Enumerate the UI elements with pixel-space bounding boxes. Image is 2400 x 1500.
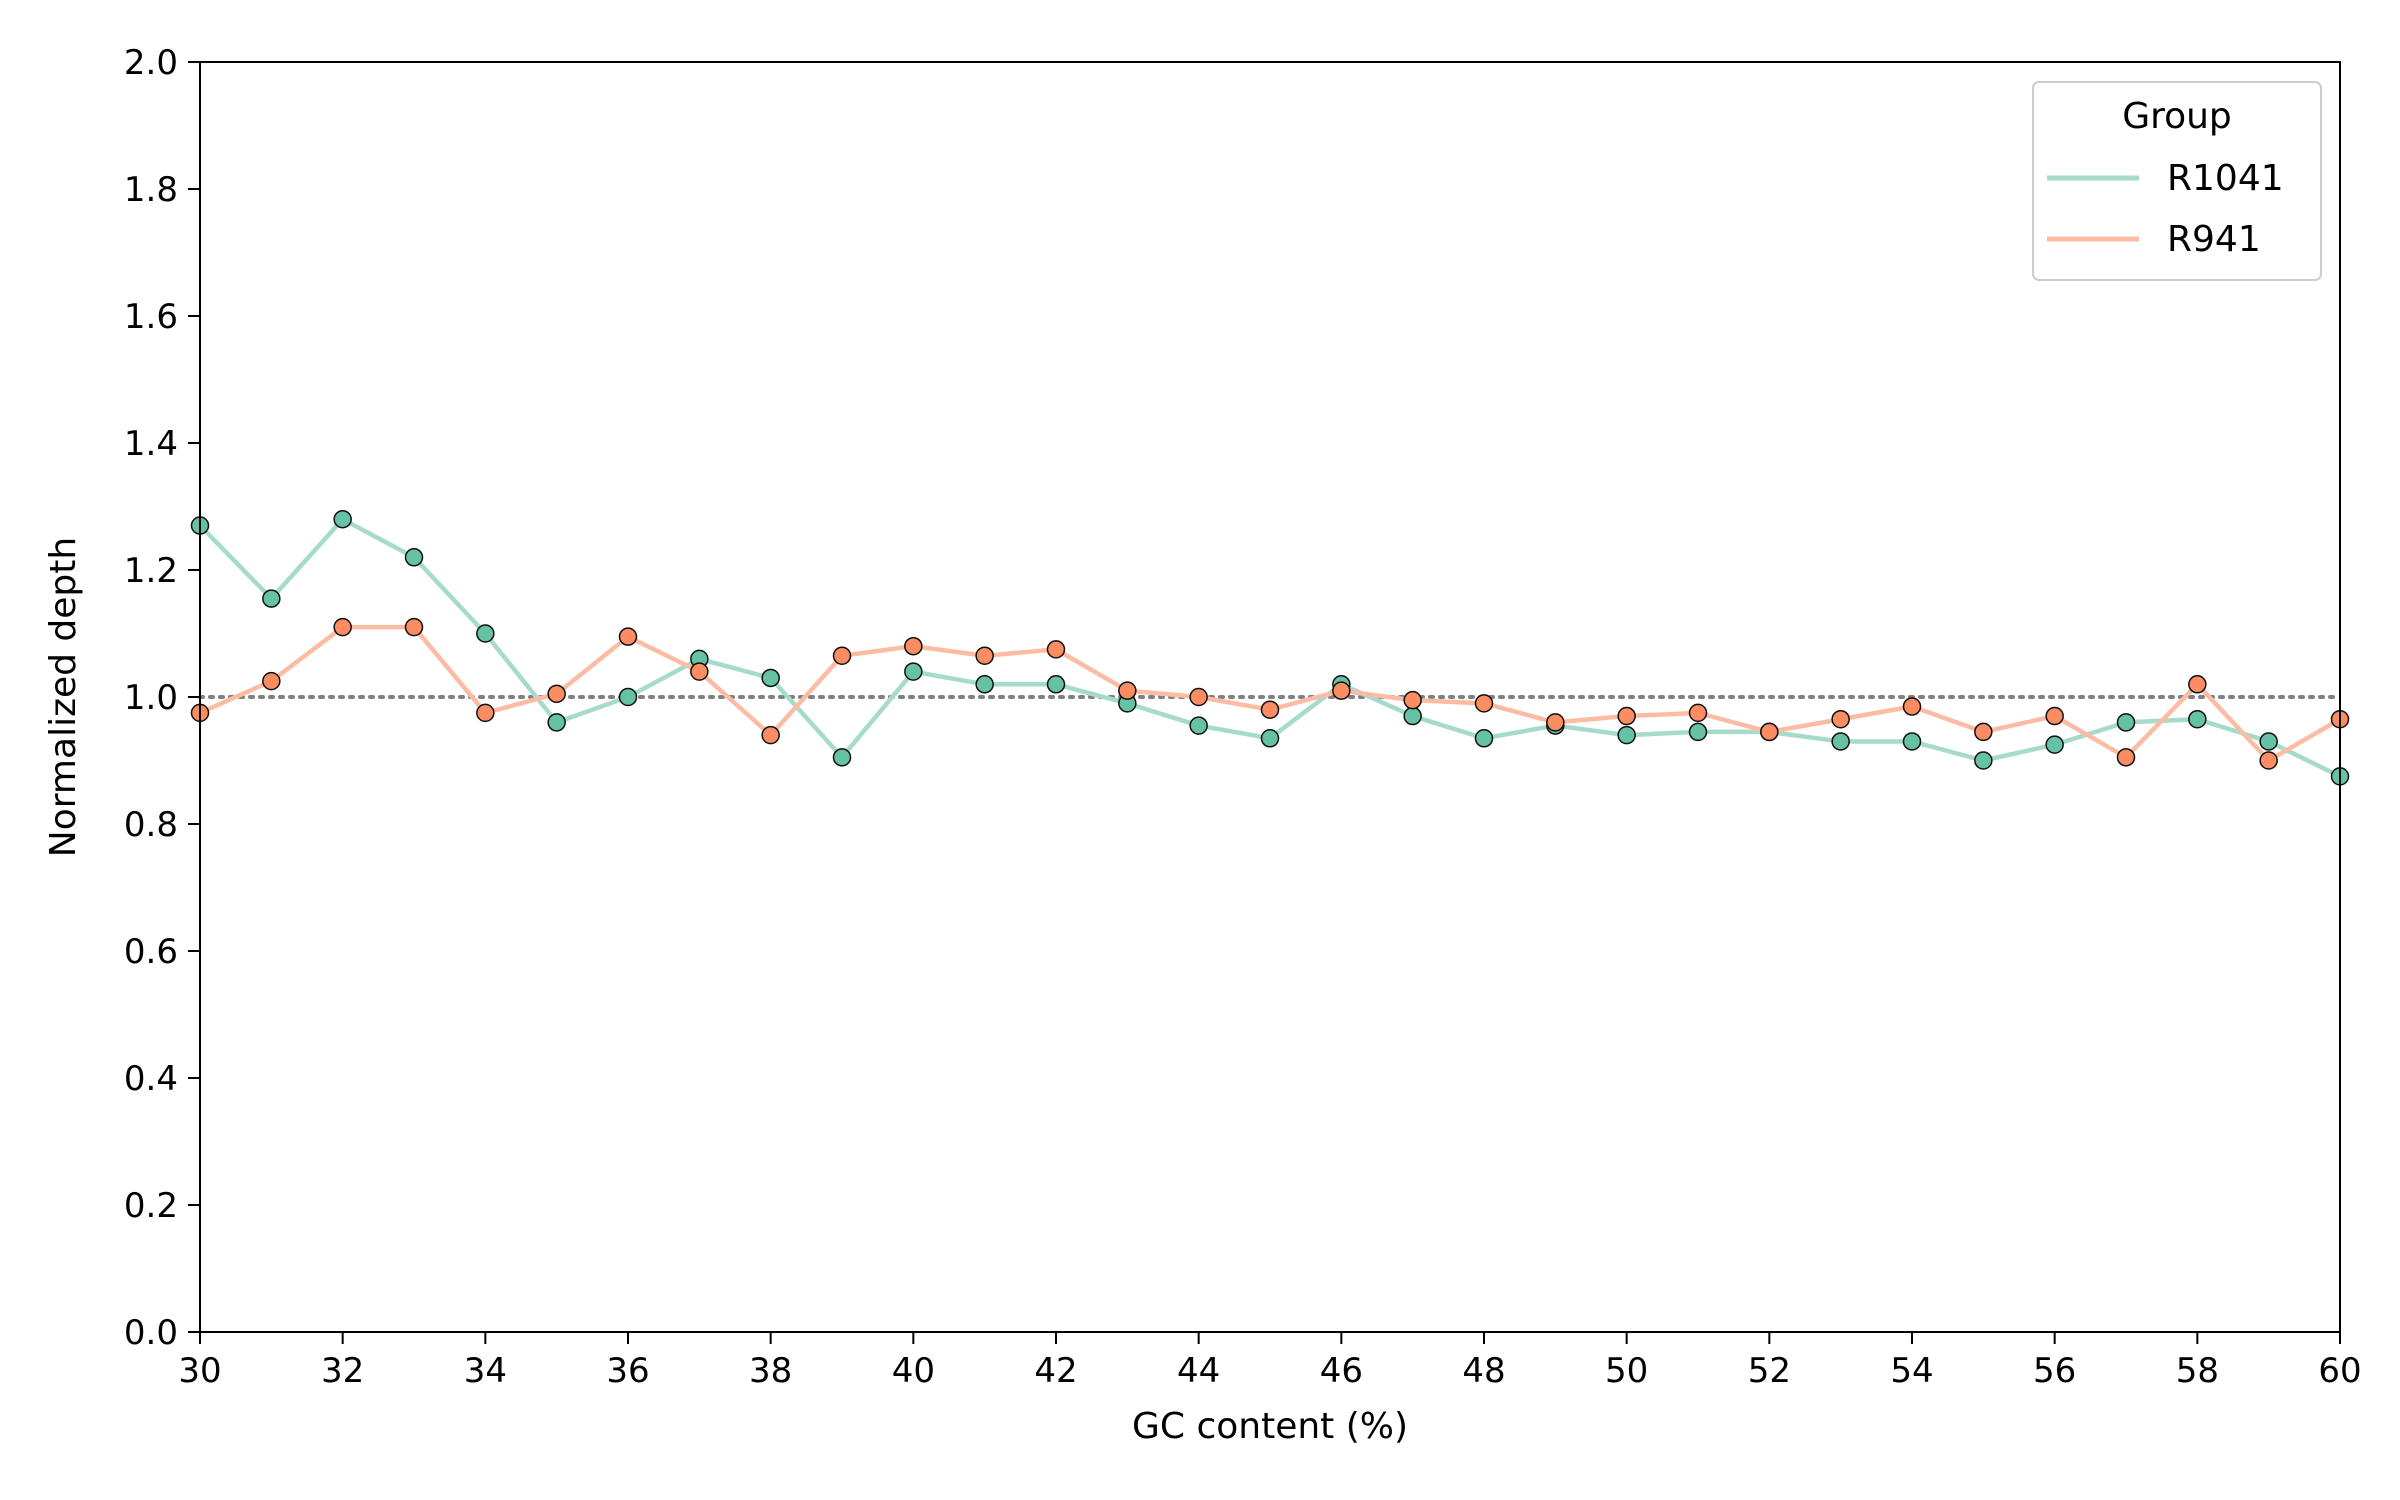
data-point-r941 [2259,751,2278,770]
x-tick-label: 32 [321,1351,364,1391]
data-point-r1041 [761,668,780,688]
data-point-r1041 [333,509,352,529]
data-point-r1041 [832,748,852,767]
data-point-r941 [333,617,352,637]
data-point-r941 [2116,748,2136,767]
data-point-r1041 [2045,735,2064,754]
data-point-r1041 [1189,716,1208,735]
y-tick-label: 0.8 [124,805,178,845]
data-point-r941 [1617,706,1636,726]
data-point-r941 [975,646,994,665]
y-tick-label: 1.8 [124,170,178,210]
x-tick-label: 44 [1177,1351,1220,1391]
data-point-r941 [1974,722,1993,742]
x-tick-label: 52 [1748,1351,1791,1391]
data-point-r941 [2188,675,2207,694]
data-point-r941 [404,617,424,637]
y-tick-label: 0.0 [124,1313,178,1353]
data-point-r1041 [1617,725,1636,745]
data-point-r941 [1046,640,1066,659]
data-point-r941 [618,627,638,646]
series-layer [190,509,2350,786]
data-point-r941 [1902,697,1922,716]
x-tick-label: 54 [1890,1351,1933,1391]
x-tick-label: 34 [464,1351,507,1391]
y-tick-label: 1.4 [124,424,178,464]
data-point-r1041 [1902,732,1922,751]
x-tick-label: 46 [1320,1351,1363,1391]
data-point-r941 [1189,687,1208,707]
data-point-r1041 [1260,729,1280,748]
x-tick-label: 48 [1462,1351,1505,1391]
data-point-r941 [690,662,709,681]
y-tick-label: 0.6 [124,932,178,972]
y-tick-label: 1.6 [124,297,178,337]
data-point-r941 [547,684,566,704]
data-point-r1041 [1474,729,1494,748]
y-tick-label: 2.0 [124,43,178,83]
y-tick-label: 1.2 [124,551,178,591]
data-point-r1041 [1046,675,1066,694]
data-point-r1041 [1403,706,1422,726]
data-point-r941 [761,725,780,745]
data-point-r941 [2045,706,2064,726]
data-point-r941 [904,636,923,656]
x-tick-label: 36 [606,1351,649,1391]
y-tick-label: 1.0 [124,678,178,718]
data-point-r941 [1260,700,1280,719]
data-point-r941 [1831,709,1850,729]
x-axis-label: GC content (%) [1132,1406,1408,1447]
data-point-r941 [1332,681,1351,700]
y-tick-label: 0.2 [124,1186,178,1226]
data-point-r941 [476,703,495,723]
data-point-r1041 [1974,751,1993,770]
x-tick-label: 30 [178,1351,221,1391]
data-point-r1041 [2259,732,2278,751]
data-point-r941 [1474,694,1494,713]
data-point-r1041 [618,687,638,707]
data-point-r1041 [975,675,994,694]
x-tick-label: 40 [892,1351,935,1391]
x-tick-label: 38 [749,1351,792,1391]
data-point-r941 [1403,690,1422,710]
legend: Group R1041 R941 [2032,81,2322,281]
data-point-r941 [1118,681,1137,700]
data-point-r1041 [904,662,923,681]
data-point-r941 [262,671,281,691]
data-point-r941 [1546,713,1565,732]
data-point-r1041 [404,548,424,567]
data-point-r941 [1688,703,1708,723]
legend-title: Group [2122,96,2232,137]
legend-label-r941: R941 [2167,219,2261,260]
x-tick-label: 42 [1034,1351,1077,1391]
data-point-r1041 [2188,709,2207,729]
data-point-r1041 [2116,713,2136,732]
x-tick-label: 58 [2176,1351,2219,1391]
y-axis-label: Normalized depth [43,537,84,857]
x-tick-label: 50 [1605,1351,1648,1391]
legend-entries: R1041 R941 [2047,158,2284,260]
data-point-r1041 [1688,722,1708,742]
data-point-r941 [832,646,852,665]
x-tick-label: 60 [2318,1351,2361,1391]
axis-layer: 30 32 34 36 38 40 42 44 46 48 50 52 54 56 58 60 0.0 0.2 0.… [124,43,2362,1391]
legend-box [2032,81,2322,281]
data-point-r1041 [476,624,495,643]
data-point-r1041 [262,589,281,608]
data-point-r1041 [547,713,566,732]
legend-label-r1041: R1041 [2167,158,2284,199]
x-tick-label: 56 [2033,1351,2076,1391]
data-point-r941 [1760,722,1779,742]
y-tick-label: 0.4 [124,1059,178,1099]
data-point-r1041 [1831,732,1850,751]
